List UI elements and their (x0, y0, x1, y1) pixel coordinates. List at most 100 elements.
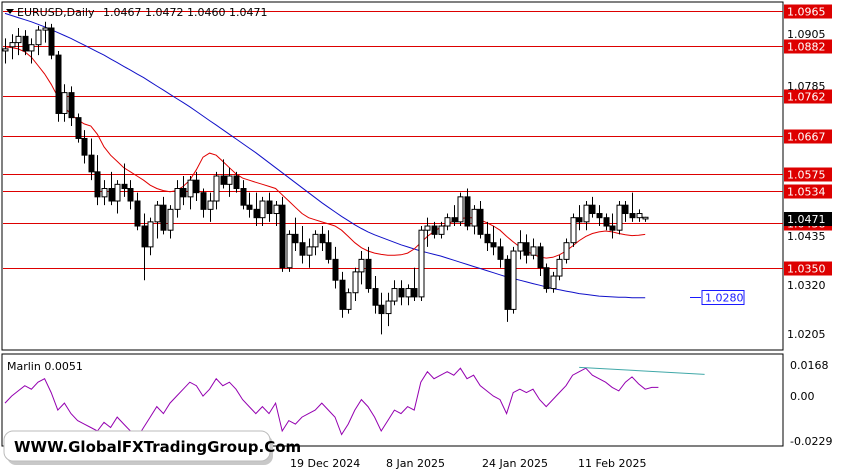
candle-body (596, 213, 603, 219)
candle-body (266, 200, 273, 215)
candle-body (325, 242, 332, 260)
dropdown-arrow-icon[interactable] (6, 9, 14, 14)
candle-body (609, 225, 616, 231)
candle-body (299, 242, 306, 256)
candle-body (9, 42, 16, 48)
candle-body (15, 35, 22, 44)
candle-body (405, 288, 412, 298)
candle-body (537, 246, 544, 269)
candle-body (385, 300, 392, 315)
candle-body (418, 229, 425, 298)
candle-body (622, 204, 629, 215)
chart-header: EURUSD,Daily 1.0467 1.0472 1.0460 1.0471 (6, 6, 267, 19)
candle-body (616, 204, 623, 231)
ma-slow-line (4, 12, 646, 299)
price-tick: 1.0205 (787, 328, 826, 341)
candle-body (220, 175, 227, 185)
candle-body (154, 204, 161, 223)
date-tick: 8 Jan 2025 (386, 457, 445, 470)
candle-body (636, 213, 643, 219)
candle-body (477, 208, 484, 235)
candle-body (464, 196, 471, 227)
candle-body (576, 217, 583, 223)
candle-body (642, 216, 649, 220)
candle-body (240, 188, 247, 206)
candle-body (490, 242, 497, 248)
candle-body (570, 217, 577, 244)
marlin-polyline (4, 367, 659, 439)
indicator-axis: 0.0168 0.00 -0.0229 (790, 359, 832, 448)
candle-body (35, 29, 42, 46)
target-box (701, 290, 745, 305)
candle-body (563, 242, 570, 260)
candle-body (114, 183, 121, 202)
candle-body (108, 188, 115, 202)
level-label: 1.0965 (787, 6, 826, 19)
candle-body (471, 208, 478, 227)
level-label-box (784, 167, 832, 182)
candle-body (292, 233, 299, 244)
candle-body (312, 233, 319, 248)
current-price-label: 1.0471 (784, 212, 832, 226)
candle-body (345, 292, 352, 310)
candle-body (233, 175, 240, 190)
candle-body (101, 188, 108, 198)
level-label-box (784, 261, 832, 276)
main-panel-border (1, 1, 784, 351)
level-lines (3, 11, 783, 269)
candle-body (61, 92, 68, 114)
candle-body (187, 179, 194, 198)
candle-body (22, 35, 29, 52)
candle-body (2, 48, 9, 52)
candle-body (121, 183, 128, 190)
candle-body (319, 233, 326, 244)
candle-body (451, 217, 458, 223)
candle-body (81, 137, 88, 156)
current-price-box (784, 212, 832, 226)
candle-body (55, 54, 62, 114)
level-label: 1.0667 (787, 131, 826, 144)
level-label: 1.0762 (787, 91, 826, 104)
target-marker: 1.0280 (690, 290, 745, 305)
candle-body (497, 246, 504, 260)
price-axis: 1.0905 1.0785 1.0435 1.0320 1.0205 (787, 28, 826, 341)
level-label: 1.0575 (787, 169, 826, 182)
candle-body (523, 242, 530, 256)
marlin-line (4, 366, 705, 439)
candle-body (42, 27, 49, 31)
candle-body (378, 304, 385, 315)
candle-body (424, 225, 431, 231)
candle-body (332, 258, 339, 281)
candle-body (372, 288, 379, 306)
candle-body (94, 171, 101, 198)
candle-body (438, 225, 445, 235)
candle-body (226, 175, 233, 185)
candle-body (352, 271, 359, 294)
candle-body (629, 213, 636, 219)
candle-body (48, 27, 55, 56)
candle-body (583, 204, 590, 223)
current-price-text: 1.0471 (787, 213, 826, 226)
level-label-box (784, 89, 832, 104)
candle-body (444, 217, 451, 227)
date-axis: 19 Dec 2024 8 Jan 2025 24 Jan 2025 11 Fe… (290, 457, 646, 470)
candle-body (530, 246, 537, 256)
candle-body (589, 204, 596, 215)
divergence-line (579, 366, 705, 375)
candles (2, 21, 649, 335)
level-label: 1.0534 (787, 186, 826, 199)
candle-body (207, 200, 214, 210)
candle-body (180, 188, 187, 198)
ohlc-label: 1.0467 1.0472 1.0460 1.0471 (103, 6, 267, 19)
watermark: WWW.GlobalFXTradingGroup.Com (3, 430, 301, 465)
date-tick: 11 Feb 2025 (578, 457, 646, 470)
level-label: 1.0882 (787, 41, 826, 54)
indicator-tick: 0.0168 (790, 359, 829, 372)
candle-body (279, 204, 286, 269)
watermark-box (3, 430, 271, 462)
candle-body (193, 179, 200, 194)
symbol-label: EURUSD,Daily (17, 6, 95, 19)
indicator-tick: 0.00 (790, 390, 815, 403)
price-tick: 1.0905 (787, 28, 826, 41)
